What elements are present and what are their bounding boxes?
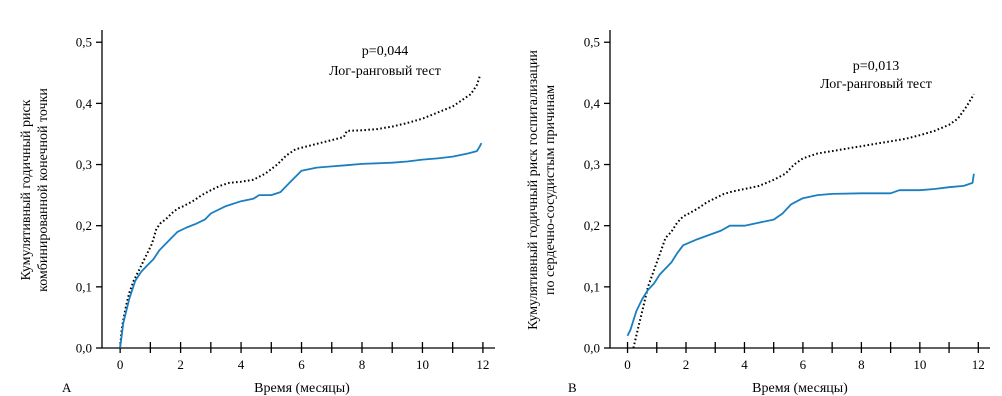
x-tick-label-b: 4 xyxy=(741,357,748,372)
series-dotted-line-b xyxy=(632,93,975,349)
y-tick-label-b: 0,0 xyxy=(584,341,600,356)
x-tick-label-b: 6 xyxy=(800,357,807,372)
x-tick-label-a: 10 xyxy=(416,357,429,372)
x-tick-label-b: 8 xyxy=(858,357,865,372)
y-axis-label-b: Кумулятивный годичный риск госпитализаци… xyxy=(526,50,558,330)
series-dotted-line-a xyxy=(119,75,481,349)
x-tick-label-a: 8 xyxy=(359,357,366,372)
x-axis-label-a: Время (месяцы) xyxy=(254,381,350,396)
y-axis-label-b-line2: по сердечно-сосудистым причинам xyxy=(543,85,558,295)
chart-panel-a: A Время (месяцы) Кумулятивный годичный р… xyxy=(19,30,495,396)
series-solid-line-b xyxy=(626,173,975,337)
x-tick-label-a: 0 xyxy=(117,357,124,372)
y-tick-label-a: 0,4 xyxy=(76,96,93,111)
y-tick-label-b: 0,5 xyxy=(584,35,600,50)
y-axis-label-a: Кумулятивный годичный риск комбинированн… xyxy=(19,88,51,292)
x-tick-label-b: 0 xyxy=(624,357,631,372)
x-tick-label-a: 12 xyxy=(476,357,489,372)
y-axis-label-b-line1: Кумулятивный годичный риск госпитализаци… xyxy=(526,50,541,330)
annotation-test-a: Лог-ранговый тест xyxy=(329,64,441,79)
x-axis-label-b: Время (месяцы) xyxy=(752,381,848,396)
y-tick-label-a: 0,5 xyxy=(76,35,92,50)
y-axis-label-a-line2: комбинированной конечной точки xyxy=(36,88,51,292)
y-tick-label-b: 0,4 xyxy=(584,96,601,111)
panel-letter-a: A xyxy=(62,380,72,395)
x-tick-label-a: 4 xyxy=(238,357,245,372)
x-tick-label-a: 2 xyxy=(177,357,184,372)
series-solid-line-a xyxy=(119,142,483,349)
chart-panel-b: B Время (месяцы) Кумулятивный годичный р… xyxy=(526,30,990,396)
y-tick-label-a: 0,3 xyxy=(76,157,92,172)
annotation-test-b: Лог-ранговый тест xyxy=(820,77,932,92)
y-tick-label-a: 0,2 xyxy=(76,218,92,233)
x-tick-label-b: 2 xyxy=(683,357,690,372)
x-tick-label-b: 10 xyxy=(913,357,926,372)
x-tick-label-a: 6 xyxy=(298,357,305,372)
y-tick-label-a: 0,1 xyxy=(76,279,92,294)
annotation-p-value-b: p=0,013 xyxy=(853,59,899,74)
y-tick-label-b: 0,1 xyxy=(584,279,600,294)
y-tick-label-b: 0,3 xyxy=(584,157,600,172)
x-tick-label-b: 12 xyxy=(972,357,985,372)
y-tick-label-a: 0,0 xyxy=(76,341,92,356)
annotation-p-value-a: p=0,044 xyxy=(362,44,408,59)
y-tick-label-b: 0,2 xyxy=(584,218,600,233)
y-axis-label-a-line1: Кумулятивный годичный риск xyxy=(19,99,34,280)
panel-letter-b: B xyxy=(568,380,577,395)
